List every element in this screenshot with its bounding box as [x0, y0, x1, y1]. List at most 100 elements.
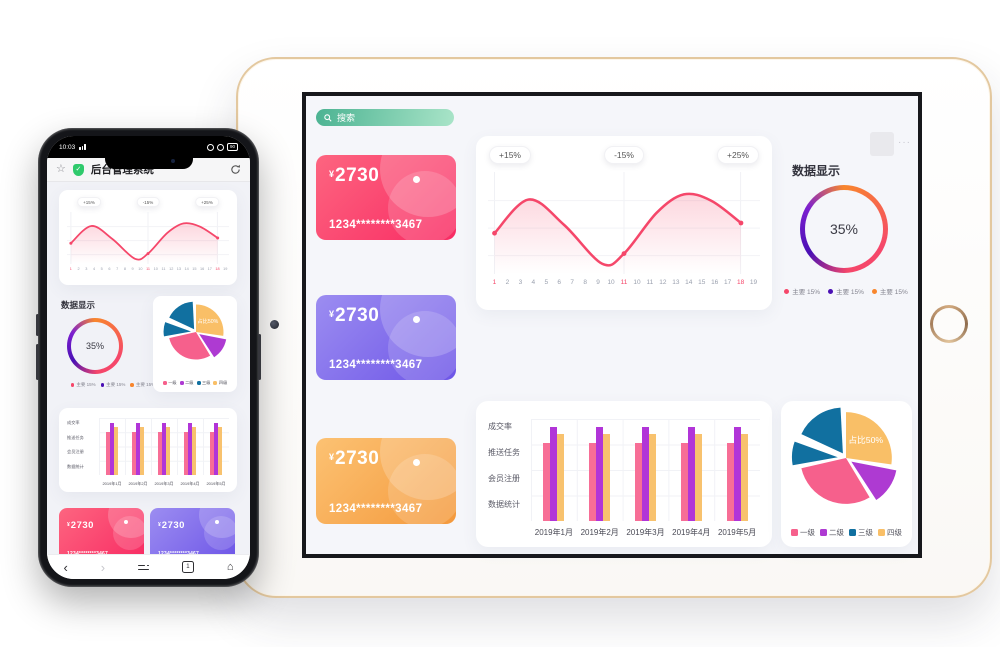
card-amount: ¥2730 — [67, 520, 94, 531]
legend-dot-icon — [784, 288, 790, 294]
card-dot-icon — [215, 520, 219, 524]
bar — [140, 426, 144, 475]
bar — [106, 431, 110, 475]
legend-label: 主要 15% — [879, 289, 908, 296]
card-number: 1234********3467 — [329, 219, 423, 231]
phone-power-button — [258, 334, 261, 380]
phone-dashboard: +15% -15% +25% 1 2 3 4 5 6 7 8 9 10 11 10 11 12 13 14 15 16… — [47, 182, 250, 562]
legend-label: 二级 — [185, 380, 194, 385]
line-chart-card: +15% -15% +25% 1 2 3 4 5 6 7 8 9 10 11 10 11 12 13 14 15 16… — [476, 136, 772, 310]
status-bar: 10:03 90 — [47, 136, 250, 158]
legend-label: 主要 15% — [76, 382, 96, 387]
x-tick: 10 — [153, 267, 158, 271]
change-badge: -15% — [604, 146, 644, 164]
x-tick: 15 — [192, 267, 197, 271]
bar — [550, 427, 558, 521]
x-tick: 15 — [698, 279, 706, 286]
section-title-data-display: 数据显示 — [792, 164, 841, 178]
tablet-screen: 搜索 ··· ¥2730 1234********3467 ¥2730 1234… — [302, 92, 922, 558]
x-tick: 8 — [123, 267, 126, 271]
legend-item: 四级 — [213, 380, 227, 386]
home-icon[interactable]: ⌂ — [226, 560, 234, 573]
tabs-icon[interactable]: 1 — [181, 561, 194, 573]
back-icon[interactable]: ‹ — [63, 559, 68, 575]
pie-chart: 占比50% — [163, 301, 227, 360]
card-amount: ¥2730 — [158, 520, 185, 531]
x-tick: 11 — [161, 267, 166, 271]
bar-x-labels: 2019年1月 2019年2月 2019年3月 2019年4月 2019年5月 — [99, 481, 229, 487]
pie-slice — [846, 412, 892, 465]
tab-count: 1 — [186, 564, 190, 570]
legend-item: 主要 15% — [828, 286, 864, 296]
browser-nav-bar: ‹ › 1 ⌂ — [47, 554, 250, 579]
tablet-home-button[interactable] — [930, 305, 968, 343]
badge-row: +15% -15% +25% — [67, 197, 229, 208]
bar — [733, 427, 741, 521]
bar-row-label: 会员注册 — [67, 449, 84, 455]
bank-card-purple: ¥2730 1234********3467 — [150, 508, 235, 562]
bar-row-label: 会员注册 — [488, 474, 520, 484]
avatar[interactable] — [870, 132, 894, 156]
refresh-icon[interactable] — [230, 164, 241, 175]
bar — [603, 434, 611, 521]
x-tick: 11 — [620, 279, 628, 286]
card-amount: ¥2730 — [329, 165, 380, 186]
bookmark-star-icon[interactable]: ☆ — [56, 163, 66, 175]
x-tick: 10 — [607, 279, 615, 286]
bar-x-label: 2019年3月 — [626, 528, 665, 537]
bar — [158, 431, 162, 475]
x-tick: 3 — [518, 279, 523, 286]
pie-slice-label: 占比50% — [197, 317, 218, 325]
x-tick: 14 — [685, 279, 693, 286]
bar — [641, 427, 649, 521]
legend-item: 二级 — [820, 527, 844, 538]
x-tick: 11 — [146, 267, 151, 271]
donut-legend: 主要 15% 主要 15% 主要 15% — [49, 382, 177, 388]
legend-item: 主要 15% — [784, 286, 820, 296]
x-tick: 13 — [176, 267, 182, 271]
menu-icon[interactable] — [137, 563, 149, 571]
legend-dot-icon — [70, 383, 75, 387]
legend-square-icon — [162, 381, 167, 385]
legend-item: 一级 — [791, 527, 815, 538]
line-chart-plot — [488, 172, 760, 274]
bar-group — [158, 418, 170, 475]
bar-x-labels: 2019年1月 2019年2月 2019年3月 2019年4月 2019年5月 — [531, 527, 760, 538]
x-tick: 12 — [659, 279, 667, 286]
x-tick: 19 — [749, 279, 758, 286]
change-badge: +25% — [717, 146, 759, 164]
legend-label: 主要 15% — [135, 382, 156, 387]
legend-item: 三级 — [849, 527, 873, 538]
line-chart-card: +15% -15% +25% 1 2 3 4 5 6 7 8 9 10 11 10 11 12 13 14 15 16… — [59, 190, 237, 285]
bar-row-label: 数据统计 — [488, 500, 520, 510]
card-dot-icon — [413, 176, 420, 183]
legend-dot-icon — [828, 288, 834, 294]
bar-chart-plot — [99, 418, 229, 475]
more-menu-icon[interactable]: ··· — [898, 137, 911, 148]
x-tick: 18 — [215, 267, 220, 271]
legend-item: 四级 — [878, 527, 902, 538]
bar — [166, 426, 170, 475]
change-badge: +25% — [195, 197, 219, 207]
pie-slice — [163, 322, 192, 337]
bar-x-label: 2019年1月 — [102, 481, 122, 486]
legend-dot-icon — [130, 383, 134, 387]
legend-item: 主要 15% — [70, 382, 96, 388]
legend-dot-icon — [100, 383, 105, 387]
pie-slice — [169, 332, 211, 360]
search-input[interactable]: 搜索 — [316, 109, 454, 126]
legend-square-icon — [820, 529, 827, 536]
bank-card-orange: ¥2730 1234********3467 — [316, 438, 456, 524]
legend-label: 四级 — [218, 380, 228, 385]
legend-label: 三级 — [202, 380, 211, 385]
legend-square-icon — [791, 529, 798, 536]
x-tick: 7 — [116, 267, 119, 271]
bar-chart-plot — [531, 419, 760, 521]
bar — [740, 434, 748, 521]
bar-row-label: 成交率 — [67, 420, 80, 425]
phone-volume-button — [36, 344, 39, 380]
donut-center-value: 35% — [85, 341, 104, 351]
forward-icon[interactable]: › — [100, 559, 106, 575]
donut-center-value: 35% — [829, 221, 859, 237]
